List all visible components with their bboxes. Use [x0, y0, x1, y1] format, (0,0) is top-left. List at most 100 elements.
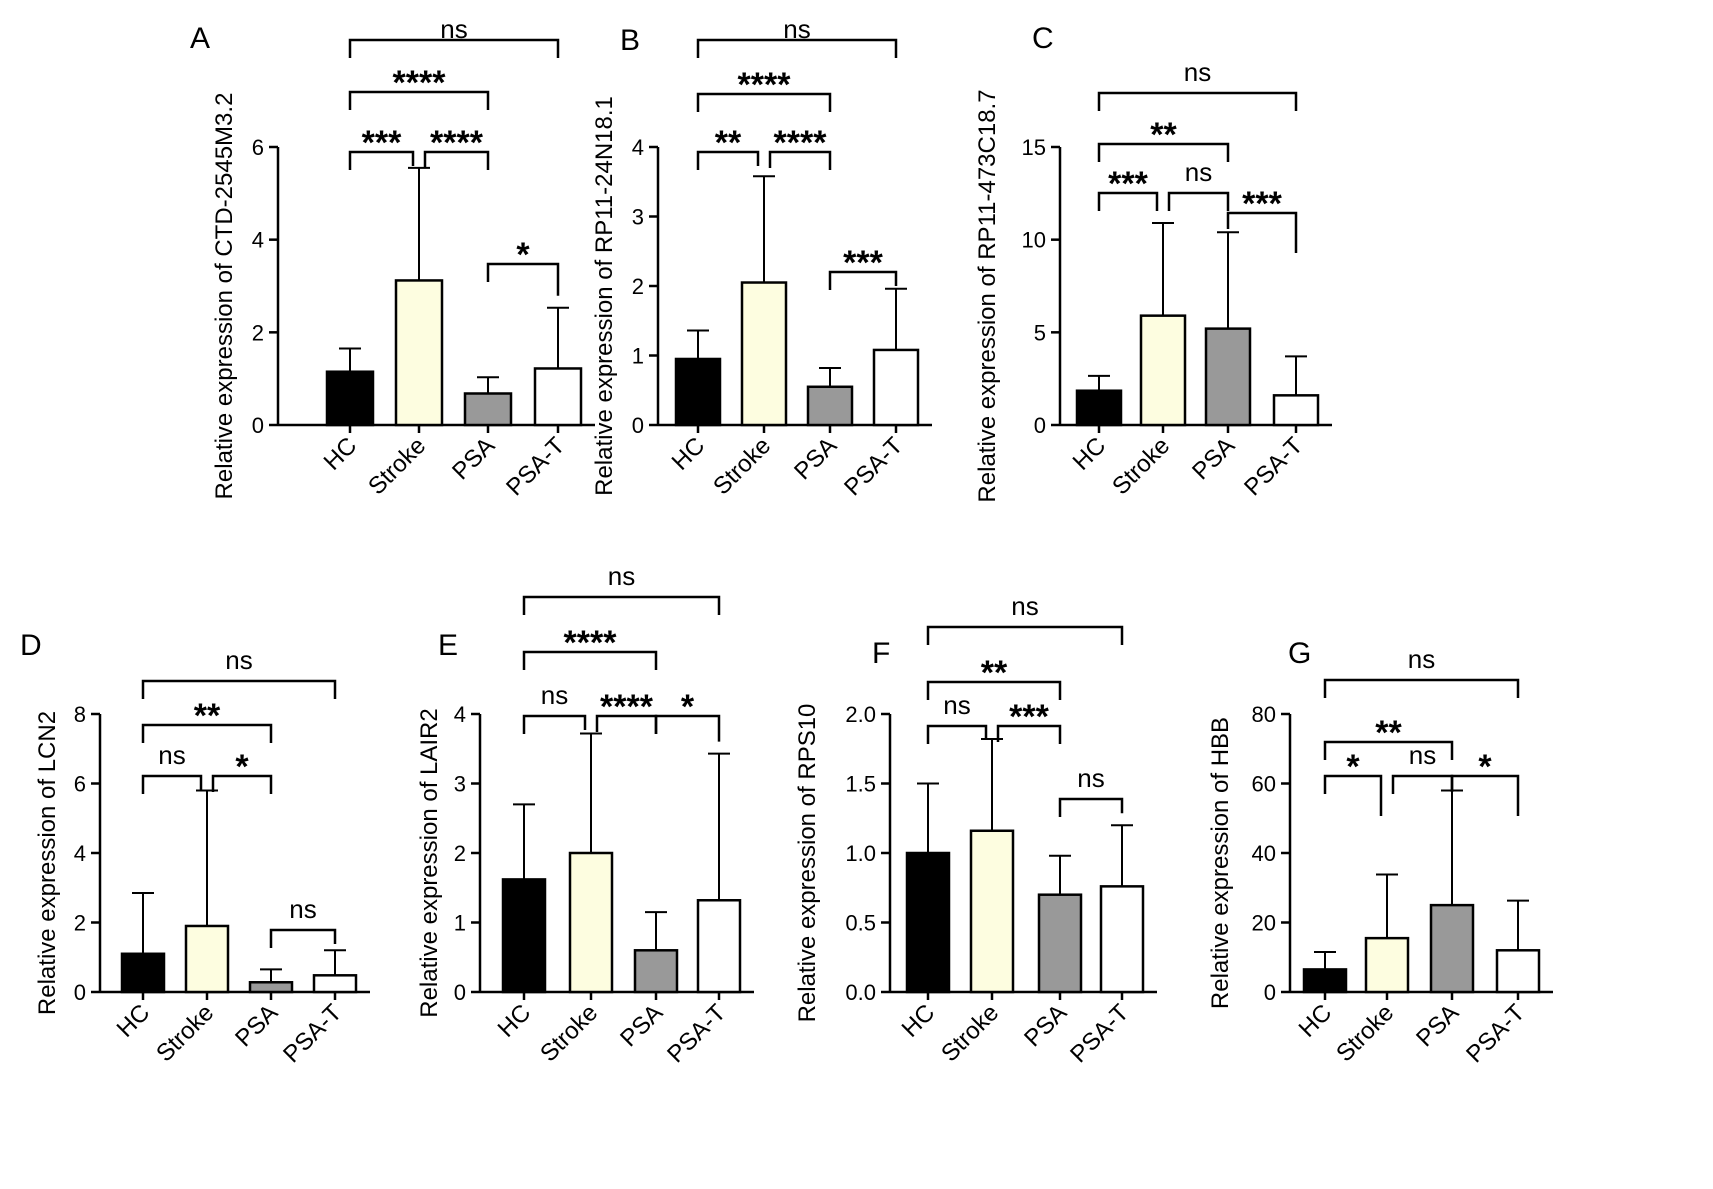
x-tick-label: HC: [319, 432, 363, 476]
y-tick-label: 0: [74, 980, 86, 1005]
significance-bracket: [1450, 774, 1520, 816]
x-tick-label: Stroke: [1107, 432, 1175, 500]
y-tick-label: 2: [454, 841, 466, 866]
significance-label: ***: [1108, 165, 1148, 203]
bar-stroke: [740, 281, 788, 427]
bar-psa-t: [1099, 885, 1145, 994]
significance-label: **: [1150, 116, 1177, 154]
significance-bracket: [141, 774, 203, 794]
bar-psa-t: [1272, 394, 1320, 427]
y-tick-label: 15: [1022, 135, 1046, 160]
y-tick-label: 10: [1022, 228, 1046, 253]
x-tick-label: PSA-T: [501, 432, 570, 501]
y-tick-label: 8: [74, 702, 86, 727]
y-tick-label: 60: [1252, 772, 1276, 797]
significance-bracket: [926, 724, 988, 744]
panel-letter: F: [872, 637, 890, 670]
bar-psa: [1204, 327, 1252, 427]
significance-label: ns: [783, 14, 810, 44]
significance-label: **: [1375, 714, 1402, 752]
significance-label: ****: [774, 124, 828, 162]
x-tick-label: PSA: [1187, 432, 1240, 485]
significance-label: ****: [738, 66, 792, 104]
bar-psa-t: [1495, 949, 1541, 994]
bar-stroke: [969, 829, 1015, 994]
bar-psa-t: [696, 899, 742, 994]
significance-label: *: [1478, 748, 1492, 786]
y-axis-title: Relative expression of LAIR2: [416, 708, 443, 1018]
bar-hc: [325, 370, 375, 427]
x-tick-label: HC: [1294, 999, 1338, 1043]
significance-label: ***: [362, 124, 402, 162]
bar-stroke: [1139, 314, 1187, 427]
panel-letter: G: [1288, 637, 1311, 670]
x-tick-label: Stroke: [708, 432, 776, 500]
y-tick-label: 4: [632, 135, 644, 160]
significance-label: **: [715, 124, 742, 162]
y-axis-title: Relative expression of RP11-473C18.7: [974, 89, 1001, 502]
x-tick-label: PSA-T: [839, 432, 908, 501]
x-tick-label: HC: [112, 999, 156, 1043]
x-tick-label: PSA-T: [1461, 999, 1530, 1068]
bar-hc: [674, 357, 722, 427]
significance-bracket: [1097, 91, 1298, 111]
significance-label: ns: [289, 894, 316, 924]
x-tick-label: Stroke: [535, 999, 603, 1067]
significance-bracket: [1323, 740, 1454, 760]
y-tick-label: 5: [1034, 320, 1046, 345]
significance-bracket: [1323, 678, 1520, 698]
significance-bracket: [423, 150, 490, 170]
significance-bracket: [211, 774, 273, 794]
x-tick-label: PSA: [789, 432, 842, 485]
y-tick-label: 1: [454, 911, 466, 936]
significance-bracket: [1097, 142, 1230, 162]
significance-label: ns: [225, 645, 252, 675]
significance-label: ***: [1009, 698, 1049, 736]
x-tick-label: PSA: [615, 999, 668, 1052]
bar-psa: [633, 949, 679, 994]
y-tick-label: 0: [632, 413, 644, 438]
significance-bracket: [654, 714, 721, 742]
y-axis-title: Relative expression of CTD-2545M3.2: [211, 93, 238, 500]
y-tick-label: 6: [252, 135, 264, 160]
significance-bracket: [522, 595, 721, 615]
y-axis-title: Relative expression of LCN2: [34, 711, 61, 1015]
significance-label: ***: [1242, 185, 1282, 223]
bar-hc: [1075, 389, 1123, 427]
y-tick-label: 2: [252, 320, 264, 345]
significance-label: ns: [158, 740, 185, 770]
significance-bracket: [486, 262, 560, 296]
significance-label: ****: [564, 624, 618, 662]
y-tick-label: 6: [74, 772, 86, 797]
y-tick-label: 20: [1252, 911, 1276, 936]
significance-label: *: [516, 236, 530, 274]
panel-letter: C: [1032, 22, 1054, 55]
y-tick-label: 2.0: [845, 702, 876, 727]
bar-psa: [1429, 903, 1475, 994]
significance-label: ****: [430, 124, 484, 162]
significance-bracket: [522, 650, 658, 670]
y-tick-label: 2: [632, 274, 644, 299]
x-tick-label: Stroke: [151, 999, 219, 1067]
x-tick-label: HC: [897, 999, 941, 1043]
significance-bracket: [696, 150, 760, 170]
significance-label: *: [1346, 748, 1360, 786]
y-tick-label: 0: [454, 980, 466, 1005]
y-axis-title: Relative expression of RP11-24N18.1: [591, 96, 618, 496]
y-tick-label: 0: [252, 413, 264, 438]
x-tick-label: Stroke: [936, 999, 1004, 1067]
significance-bracket: [1058, 797, 1124, 817]
significance-label: *: [235, 748, 249, 786]
y-tick-label: 4: [74, 841, 86, 866]
significance-bracket: [141, 679, 337, 699]
panel-letter: B: [620, 24, 640, 57]
x-tick-label: HC: [493, 999, 537, 1043]
bar-hc: [120, 952, 166, 994]
bar-psa: [1037, 893, 1083, 994]
x-tick-label: PSA: [447, 432, 500, 485]
bar-hc: [905, 851, 951, 994]
significance-bracket: [828, 270, 898, 290]
